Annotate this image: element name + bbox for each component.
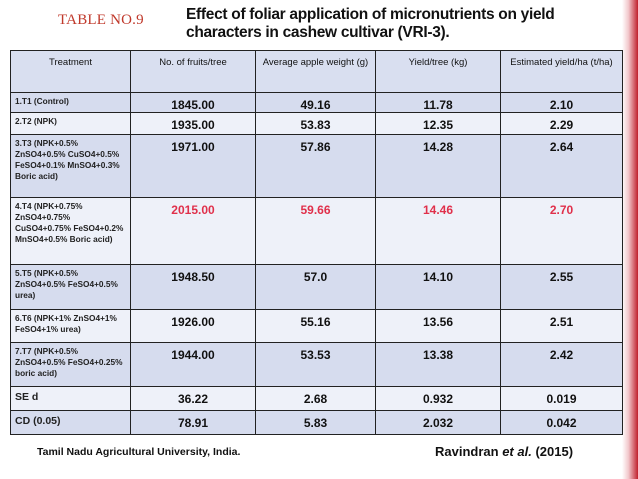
yield-tree-cell: 13.38 <box>375 342 501 387</box>
treatment-cell: 7.T7 (NPK+0.5% ZnSO4+0.5% FeSO4+0.25% bo… <box>10 342 131 387</box>
apple-weight-cell: 55.16 <box>255 309 376 343</box>
apple-weight-cell: 53.53 <box>255 342 376 387</box>
sed-yield-tree: 0.932 <box>375 386 501 411</box>
table-row: 1.T1 (Control) 1845.00 49.16 11.78 2.10 <box>10 92 623 113</box>
cd-yield-ha: 0.042 <box>500 410 623 435</box>
header-fruits: No. of fruits/tree <box>130 50 256 93</box>
yield-tree-cell: 14.10 <box>375 264 501 310</box>
fruits-cell: 1971.00 <box>130 134 256 198</box>
fruits-cell: 2015.00 <box>130 197 256 265</box>
yield-tree-cell: 13.56 <box>375 309 501 343</box>
fruits-cell: 1926.00 <box>130 309 256 343</box>
header-yield-tree: Yield/tree (kg) <box>375 50 501 93</box>
results-table: Treatment No. of fruits/tree Average app… <box>10 50 623 435</box>
sed-apple-weight: 2.68 <box>255 386 376 411</box>
table-row: 6.T6 (NPK+1% ZnSO4+1% FeSO4+1% urea) 192… <box>10 309 623 343</box>
decorative-stripe <box>622 0 638 479</box>
table-row: 5.T5 (NPK+0.5% ZnSO4+0.5% FeSO4+0.5% ure… <box>10 264 623 310</box>
citation-year: (2015) <box>535 444 574 459</box>
sed-yield-ha: 0.019 <box>500 386 623 411</box>
citation-etal: et al. <box>502 444 532 459</box>
slide-title: Effect of foliar application of micronut… <box>186 6 586 42</box>
table-row: 2.T2 (NPK) 1935.00 53.83 12.35 2.29 <box>10 112 623 135</box>
table-row: 7.T7 (NPK+0.5% ZnSO4+0.5% FeSO4+0.25% bo… <box>10 342 623 387</box>
treatment-cell: 5.T5 (NPK+0.5% ZnSO4+0.5% FeSO4+0.5% ure… <box>10 264 131 310</box>
apple-weight-cell: 53.83 <box>255 112 376 135</box>
yield-ha-cell: 2.10 <box>500 92 623 113</box>
treatment-cell: 1.T1 (Control) <box>10 92 131 113</box>
citation: Ravindran et al. (2015) <box>435 444 573 459</box>
apple-weight-cell: 49.16 <box>255 92 376 113</box>
yield-tree-cell: 12.35 <box>375 112 501 135</box>
apple-weight-cell: 59.66 <box>255 197 376 265</box>
treatment-cell: 2.T2 (NPK) <box>10 112 131 135</box>
yield-tree-cell: 11.78 <box>375 92 501 113</box>
sed-fruits: 36.22 <box>130 386 256 411</box>
title-line-1: Effect of foliar application of micronut… <box>186 6 555 23</box>
yield-ha-cell: 2.51 <box>500 309 623 343</box>
yield-tree-cell: 14.46 <box>375 197 501 265</box>
yield-ha-cell: 2.70 <box>500 197 623 265</box>
cd-label: CD (0.05) <box>10 410 131 435</box>
fruits-cell: 1944.00 <box>130 342 256 387</box>
cd-yield-tree: 2.032 <box>375 410 501 435</box>
header-treatment: Treatment <box>10 50 131 93</box>
cd-row: CD (0.05) 78.91 5.83 2.032 0.042 <box>10 410 623 435</box>
treatment-cell: 3.T3 (NPK+0.5% ZnSO4+0.5% CuSO4+0.5% FeS… <box>10 134 131 198</box>
yield-tree-cell: 14.28 <box>375 134 501 198</box>
yield-ha-cell: 2.42 <box>500 342 623 387</box>
yield-ha-cell: 2.29 <box>500 112 623 135</box>
table-number: TABLE NO.9 <box>58 12 144 28</box>
header-yield-ha: Estimated yield/ha (t/ha) <box>500 50 623 93</box>
apple-weight-cell: 57.0 <box>255 264 376 310</box>
sed-label: SE d <box>10 386 131 411</box>
title-line-2: characters in cashew cultivar (VRI-3). <box>186 24 450 41</box>
citation-author: Ravindran <box>435 444 499 459</box>
apple-weight-cell: 57.86 <box>255 134 376 198</box>
institution-credit: Tamil Nadu Agricultural University, Indi… <box>37 446 241 458</box>
sed-row: SE d 36.22 2.68 0.932 0.019 <box>10 386 623 411</box>
treatment-cell: 6.T6 (NPK+1% ZnSO4+1% FeSO4+1% urea) <box>10 309 131 343</box>
results-table-container: Treatment No. of fruits/tree Average app… <box>10 50 623 435</box>
yield-ha-cell: 2.64 <box>500 134 623 198</box>
fruits-cell: 1845.00 <box>130 92 256 113</box>
table-row: 3.T3 (NPK+0.5% ZnSO4+0.5% CuSO4+0.5% FeS… <box>10 134 623 198</box>
yield-ha-cell: 2.55 <box>500 264 623 310</box>
table-row: 4.T4 (NPK+0.75% ZnSO4+0.75% CuSO4+0.75% … <box>10 197 623 265</box>
treatment-cell: 4.T4 (NPK+0.75% ZnSO4+0.75% CuSO4+0.75% … <box>10 197 131 265</box>
header-apple-weight: Average apple weight (g) <box>255 50 376 93</box>
fruits-cell: 1948.50 <box>130 264 256 310</box>
header-row: Treatment No. of fruits/tree Average app… <box>10 50 623 93</box>
cd-apple-weight: 5.83 <box>255 410 376 435</box>
cd-fruits: 78.91 <box>130 410 256 435</box>
fruits-cell: 1935.00 <box>130 112 256 135</box>
